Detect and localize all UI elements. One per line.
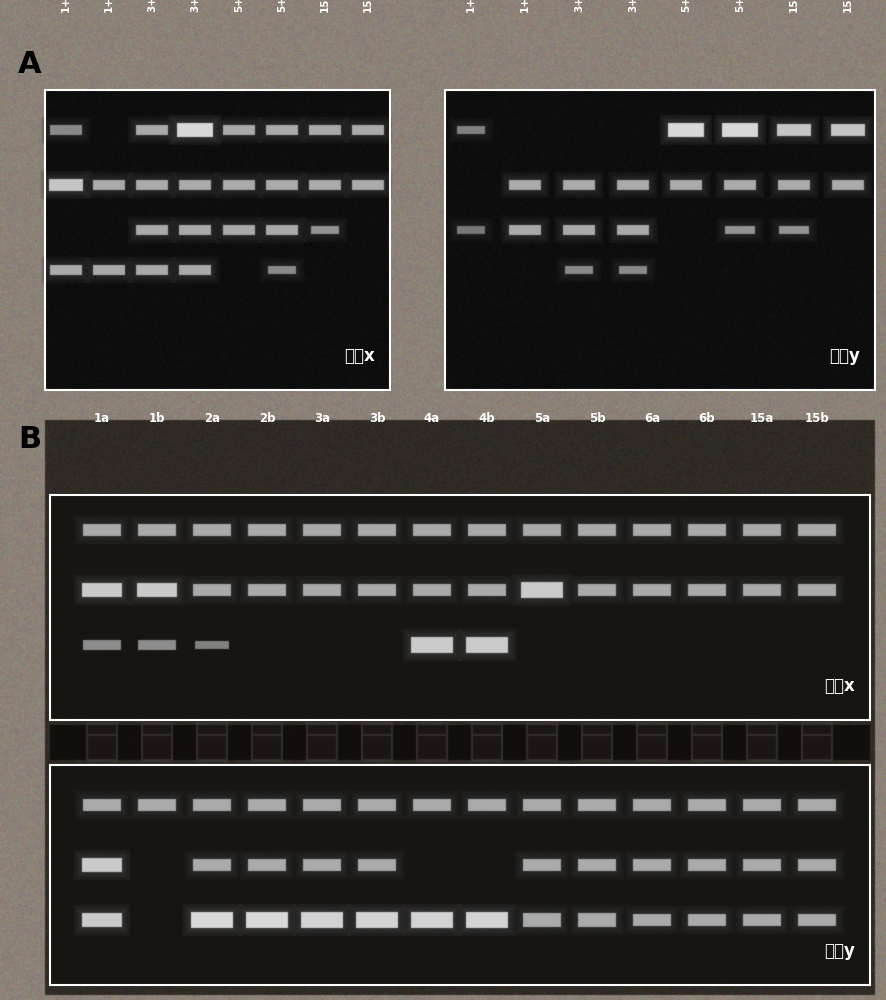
Text: 样品x: 样品x [823, 677, 854, 695]
Bar [50, 765, 869, 985]
Text: A: A [18, 50, 42, 79]
Text: 1a: 1a [94, 412, 110, 425]
Text: 样品x: 样品x [344, 347, 375, 365]
Text: 15a: 15a [789, 0, 798, 12]
Text: 1+2a: 1+2a [61, 0, 71, 12]
Text: 3a: 3a [314, 412, 330, 425]
Text: 15b: 15b [842, 0, 852, 12]
Text: 5a: 5a [533, 412, 549, 425]
Text: 5+6a: 5+6a [234, 0, 244, 12]
Text: 3b: 3b [369, 412, 385, 425]
Text: 2a: 2a [204, 412, 220, 425]
Text: 3+4a: 3+4a [147, 0, 157, 12]
Text: 6a: 6a [643, 412, 659, 425]
Text: 3+4b: 3+4b [627, 0, 637, 12]
Text: 1b: 1b [149, 412, 165, 425]
Text: 15b: 15b [362, 0, 373, 12]
Text: 15b: 15b [804, 412, 828, 425]
Text: 5+6b: 5+6b [734, 0, 744, 12]
Bar [50, 495, 869, 720]
Text: 3+4a: 3+4a [573, 0, 583, 12]
Text: 5+6a: 5+6a [680, 0, 690, 12]
Text: 6b: 6b [698, 412, 714, 425]
Text: 1+2a: 1+2a [465, 0, 476, 12]
Text: 5b: 5b [588, 412, 604, 425]
Text: 15a: 15a [320, 0, 330, 12]
Text: 1+2b: 1+2b [104, 0, 114, 12]
Text: 2b: 2b [259, 412, 275, 425]
Text: 4a: 4a [424, 412, 439, 425]
Text: 15a: 15a [749, 412, 773, 425]
Text: 1+2b: 1+2b [519, 0, 530, 12]
Text: 5+6b: 5+6b [276, 0, 287, 12]
Text: 3+4b: 3+4b [190, 0, 199, 12]
Text: 4b: 4b [478, 412, 494, 425]
Bar [445, 90, 874, 390]
Text: B: B [18, 425, 41, 454]
Bar [45, 90, 390, 390]
Text: 样品y: 样品y [828, 347, 859, 365]
Text: 样品y: 样品y [823, 942, 854, 960]
